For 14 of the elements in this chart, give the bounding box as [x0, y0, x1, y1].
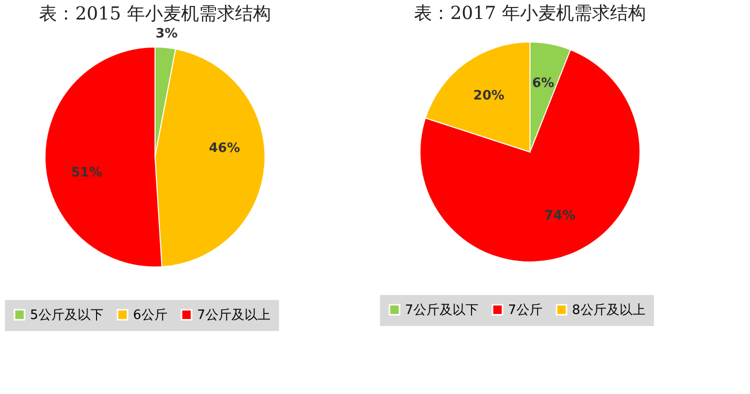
- legend-label: 6公斤: [133, 308, 168, 323]
- data-label: 20%: [473, 88, 504, 104]
- data-label: 46%: [208, 141, 240, 156]
- legend-label: 8公斤及以上: [572, 302, 646, 318]
- legend-label: 7公斤及以上: [197, 308, 270, 323]
- legend-label: 7公斤及以下: [405, 302, 478, 318]
- legend-label: 7公斤: [508, 302, 542, 318]
- data-label: 3%: [156, 26, 178, 42]
- chart-title: 表：2015 年小麦机需求结构: [39, 4, 271, 25]
- data-label: 51%: [71, 165, 102, 180]
- chart-title: 表：2017 年小麦机需求结构: [414, 3, 646, 24]
- data-label: 74%: [544, 208, 576, 224]
- legend-label: 5公斤及以下: [30, 308, 104, 323]
- data-label: 6%: [532, 76, 554, 92]
